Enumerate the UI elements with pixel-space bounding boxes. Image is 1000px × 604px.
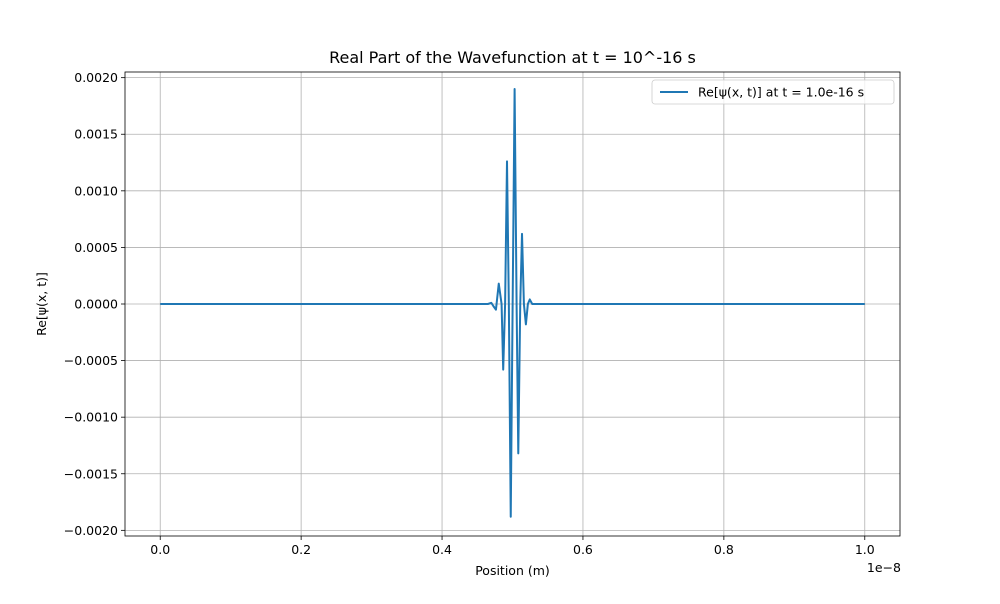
x-axis-label: Position (m): [475, 563, 550, 578]
x-tick: 0.8: [714, 536, 734, 557]
series-layer: [160, 87, 865, 518]
y-tick: 0.0000: [74, 297, 125, 312]
x-axis-ticks: 0.0 0.2 0.4 0.6 0.8 1.0: [150, 536, 875, 557]
y-tick: −0.0020: [64, 523, 125, 538]
y-tick-label: −0.0015: [64, 466, 118, 481]
legend-box: [651, 79, 895, 105]
x-tick-label: 0.6: [573, 542, 593, 557]
x-axis-offset-label: 1e−8: [867, 560, 901, 575]
y-tick: −0.0015: [64, 466, 125, 481]
x-tick: 0.2: [291, 536, 311, 557]
y-tick-label: −0.0010: [64, 410, 118, 425]
series-line: [160, 87, 865, 518]
y-tick-label: 0.0020: [74, 70, 118, 85]
legend: Re[ψ(x, t)] at t = 1.0e-16 s: [651, 79, 895, 105]
y-axis-label: Re[ψ(x, t)]: [34, 272, 49, 336]
y-tick-label: −0.0020: [64, 523, 118, 538]
y-tick: 0.0020: [74, 70, 125, 85]
x-tick: 0.0: [150, 536, 170, 557]
x-tick: 0.6: [573, 536, 593, 557]
y-tick-label: 0.0010: [74, 183, 118, 198]
x-tick-label: 0.2: [291, 542, 311, 557]
y-tick: −0.0010: [64, 410, 125, 425]
y-tick-label: 0.0000: [74, 297, 118, 312]
y-tick: −0.0005: [64, 353, 125, 368]
y-tick-label: 0.0005: [74, 240, 118, 255]
y-tick-label: 0.0015: [74, 127, 118, 142]
legend-entry-label: Re[ψ(x, t)] at t = 1.0e-16 s: [698, 85, 864, 100]
x-tick-label: 1.0: [855, 542, 875, 557]
chart-title: Real Part of the Wavefunction at t = 10^…: [329, 48, 696, 67]
y-tick: 0.0010: [74, 183, 125, 198]
y-tick: 0.0005: [74, 240, 125, 255]
y-axis-ticks: 0.0020 0.0015 0.0010 0.0005 0.0000 −0.0005 −0.…: [64, 70, 125, 538]
y-tick: 0.0015: [74, 127, 125, 142]
x-tick-label: 0.0: [150, 542, 170, 557]
x-tick-label: 0.8: [714, 542, 734, 557]
x-tick: 1.0: [855, 536, 875, 557]
x-tick-label: 0.4: [432, 542, 452, 557]
y-tick-label: −0.0005: [64, 353, 118, 368]
x-tick: 0.4: [432, 536, 452, 557]
